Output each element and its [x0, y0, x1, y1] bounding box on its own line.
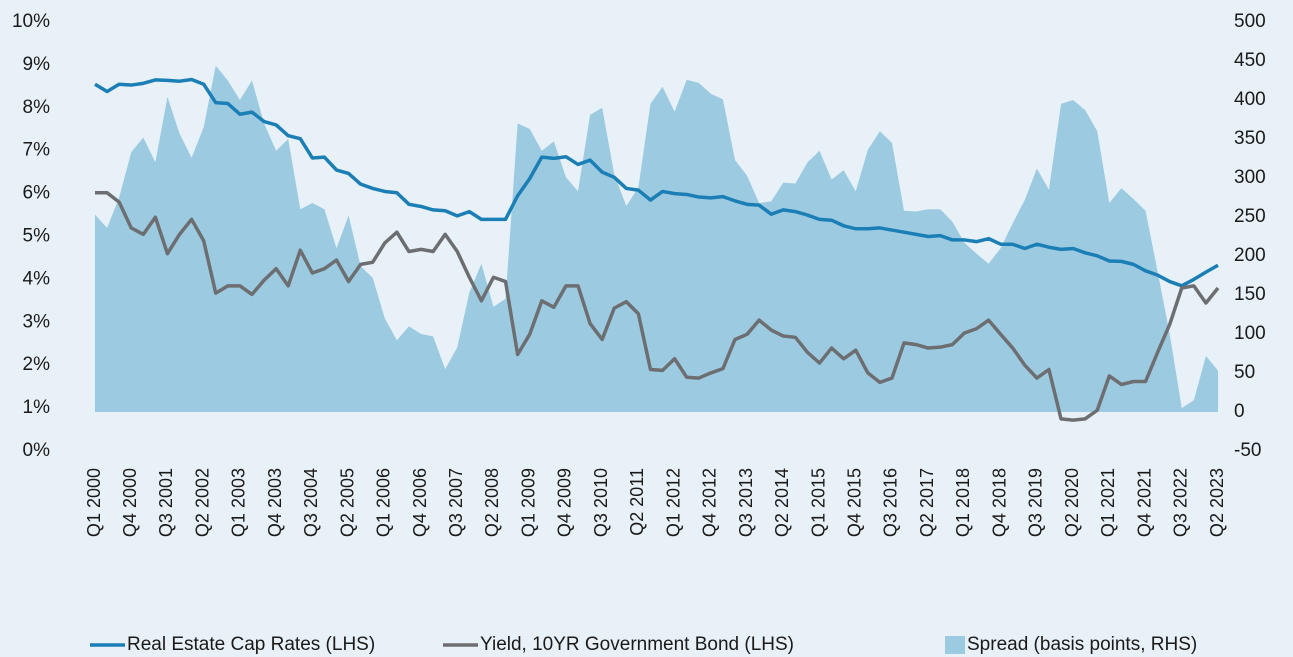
x-tick-label: Q2 2017	[917, 468, 937, 537]
x-tick-label: Q4 2000	[120, 468, 140, 537]
x-tick-label: Q1 2003	[229, 468, 249, 537]
x-tick-label: Q2 2011	[627, 468, 647, 536]
x-tick-label: Q3 2022	[1171, 468, 1191, 537]
y2-tick-label: 400	[1234, 89, 1266, 110]
line	[95, 190, 1220, 422]
y2-tick-label: 100	[1234, 323, 1266, 344]
y2-tick-label: 50	[1234, 362, 1255, 383]
y2-tick-label: 350	[1234, 128, 1266, 149]
y-tick-label: 6%	[23, 183, 51, 204]
x-tick-label: Q2 2005	[337, 468, 357, 537]
x-tick-label: Q4 2006	[410, 468, 430, 537]
x-tick-label: Q1 2021	[1098, 468, 1118, 537]
y2-tick-label: 200	[1234, 245, 1266, 266]
y-tick-label: 10%	[12, 11, 50, 32]
x-tick-label: Q3 2010	[591, 468, 611, 537]
y-tick-label: 5%	[23, 226, 51, 247]
y-tick-label: 2%	[23, 354, 51, 375]
y-tick-label: 4%	[23, 268, 51, 289]
x-tick-label: Q1 2000	[84, 468, 104, 537]
x-tick-label: Q3 2007	[446, 468, 466, 537]
area	[95, 65, 1218, 413]
x-tick-label: Q4 2018	[989, 468, 1009, 537]
x-tick-label: Q1 2006	[374, 468, 394, 537]
y-tick-label: 7%	[23, 140, 51, 161]
x-tick-label: Q2 2023	[1207, 468, 1227, 537]
x-tick-label: Q3 2004	[301, 468, 321, 537]
x-tick-label: Q1 2015	[808, 468, 828, 537]
y-tick-label: 1%	[23, 397, 51, 418]
y-tick-label: 0%	[23, 440, 51, 461]
x-tick-label: Q1 2012	[663, 468, 683, 537]
x-tick-label: Q1 2018	[953, 468, 973, 537]
legend-label: Spread (basis points, RHS)	[967, 634, 1197, 655]
y2-tick-label: 0	[1234, 401, 1245, 422]
x-tick-label: Q4 2012	[700, 468, 720, 537]
x-tick-label: Q2 2002	[192, 468, 212, 537]
x-tick-label: Q3 2016	[881, 468, 901, 537]
x-tick-label: Q2 2020	[1062, 468, 1082, 537]
x-tick-label: Q4 2003	[265, 468, 285, 537]
y-tick-label: 8%	[23, 97, 51, 118]
y2-tick-label: 150	[1234, 284, 1266, 305]
x-tick-label: Q2 2014	[772, 468, 792, 537]
legend-label: Real Estate Cap Rates (LHS)	[127, 634, 375, 655]
line	[94, 77, 1219, 288]
x-tick-label: Q4 2021	[1134, 468, 1154, 537]
legend-label: Yield, 10YR Government Bond (LHS)	[480, 634, 794, 655]
y2-tick-label: 250	[1234, 206, 1266, 227]
x-tick-label: Q4 2009	[555, 468, 575, 537]
x-tick-label: Q4 2015	[844, 468, 864, 537]
x-tick-label: Q3 2019	[1026, 468, 1046, 537]
y-tick-label: 9%	[23, 54, 51, 75]
y2-tick-label: 450	[1234, 50, 1266, 71]
x-tick-label: Q3 2001	[156, 468, 176, 537]
y2-tick-label: 500	[1234, 11, 1266, 32]
y2-tick-label: 300	[1234, 167, 1266, 188]
x-tick-label: Q1 2009	[518, 468, 538, 537]
y-tick-label: 3%	[23, 311, 51, 332]
x-tick-label: Q2 2008	[482, 468, 502, 537]
y2-tick-label: -50	[1234, 440, 1261, 461]
x-tick-label: Q3 2013	[736, 468, 756, 537]
legend-swatch	[945, 636, 965, 654]
